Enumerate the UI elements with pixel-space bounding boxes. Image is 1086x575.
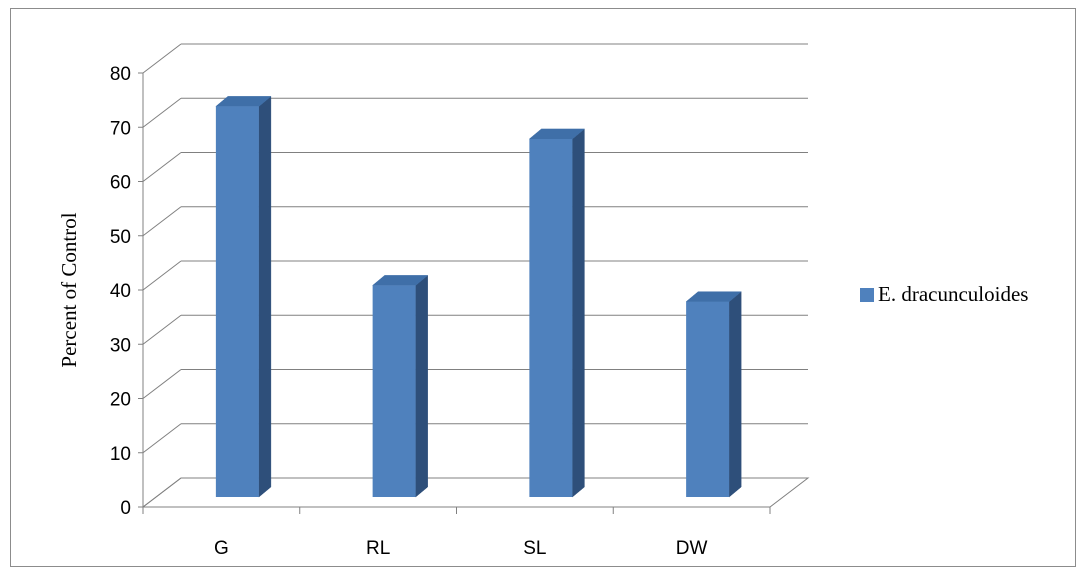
legend-label: E. dracunculoides <box>878 282 1029 306</box>
gridline <box>138 43 808 74</box>
y-tick-label: 10 <box>110 444 131 465</box>
gridline <box>138 260 808 291</box>
x-tick-label: DW <box>676 538 708 559</box>
gridline <box>138 477 182 508</box>
gridlines <box>138 43 808 508</box>
y-tick-label: 80 <box>110 64 131 85</box>
bar <box>528 128 586 498</box>
x-tick-label: RL <box>366 538 390 559</box>
y-tick-label: 0 <box>120 498 131 519</box>
y-tick-label: 70 <box>110 118 131 139</box>
bars <box>215 95 742 498</box>
axes <box>142 73 771 514</box>
y-tick-label: 40 <box>110 281 131 302</box>
x-tick-label: SL <box>523 538 546 559</box>
y-tick-label: 30 <box>110 335 131 356</box>
x-tick-label: G <box>214 538 229 559</box>
y-tick-label: 50 <box>110 227 131 248</box>
legend-swatch <box>860 287 874 302</box>
bar <box>371 274 429 498</box>
y-axis-title: Percent of Control <box>57 212 81 367</box>
y-tick-label: 20 <box>110 390 131 411</box>
y-tick-label: 60 <box>110 173 131 194</box>
legend: E. dracunculoides <box>860 282 1028 307</box>
gridline <box>138 97 808 128</box>
bar <box>215 95 272 498</box>
x-tick-labels: G RL SL DW <box>214 538 708 559</box>
gridline <box>138 206 808 237</box>
gridline <box>138 152 808 182</box>
y-tick-labels: 0 10 20 30 40 50 60 70 80 <box>110 64 131 519</box>
bar <box>685 291 742 498</box>
